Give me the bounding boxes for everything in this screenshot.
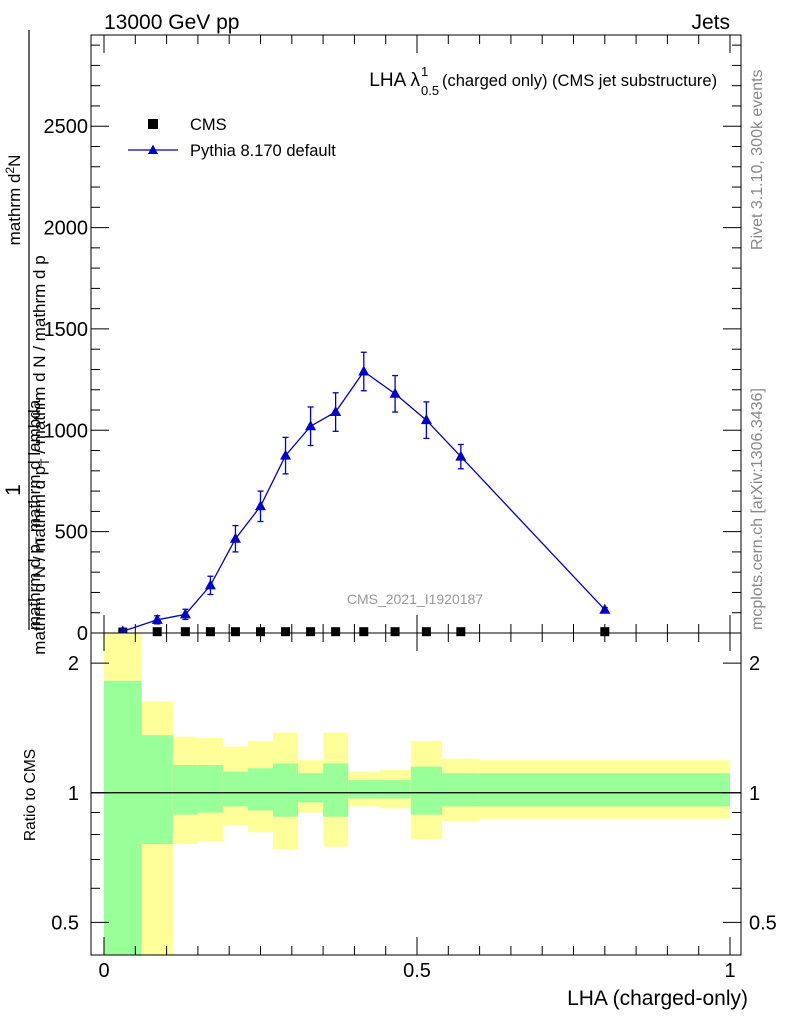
legend-cms-label: CMS (190, 116, 227, 134)
main-y-tick-label: 500 (55, 522, 88, 544)
ratio-uncertainty-bands (104, 633, 730, 955)
mcplots-label: mcplots.cern.ch [arXiv:1306.3436] (749, 388, 766, 630)
cms-data-point (456, 627, 466, 637)
cms-data-point (359, 627, 369, 637)
header-category-label: Jets (691, 11, 730, 34)
cms-data-point (230, 627, 240, 637)
ratio-green-band (222, 771, 248, 807)
ratio-y-tick-label-right: 0.5 (749, 912, 777, 934)
cms-data-point (256, 627, 265, 637)
analysis-id-watermark: CMS_2021_I1920187 (347, 591, 483, 607)
pythia-data-point (599, 603, 611, 614)
ratio-green-band (479, 773, 730, 807)
main-y-tick-label: 2000 (44, 218, 89, 240)
main-y-tick-label: 0 (77, 623, 88, 645)
pythia-data-point (358, 365, 370, 376)
plot-title-rest: (charged only) (CMS jet substructure) (442, 72, 717, 90)
pythia-data-point (330, 406, 342, 417)
pythia-data-point (280, 449, 292, 460)
ratio-x-ticks: 0 0.5 1 (98, 633, 736, 982)
ylabel-main-denominator: mathrm d pT mathrm d lambda (25, 399, 47, 630)
ylabel-main-numerator: mathrm d2N (3, 155, 24, 246)
main-y-ticks: 0 500 1000 1500 2000 2500 (44, 44, 741, 645)
ratio-green-band (442, 773, 480, 807)
main-y-tick-label: 2500 (44, 116, 89, 138)
legend-cms-marker (148, 119, 158, 129)
pythia-data-point (229, 532, 241, 543)
ylabel-denominator: mathrm d N / mathrm d pT / mathrm d N / … (30, 255, 52, 654)
ratio-green-band (379, 780, 411, 799)
ratio-plot-frame (90, 632, 742, 956)
ratio-green-band (298, 773, 324, 803)
ratio-plot-panel: 0.5 0.51 12 2 0 0.5 1 (51, 632, 777, 982)
ratio-y-tick-label-left: 1 (68, 783, 79, 805)
header-energy-label: 13000 GeV pp (104, 11, 239, 34)
cms-data-point (180, 627, 190, 637)
ratio-green-band (273, 763, 299, 817)
ratio-y-axis-label: Ratio to CMS (22, 749, 39, 841)
pythia-data-point (204, 579, 216, 590)
ylabel-top: 1 (2, 484, 25, 496)
x-axis-label: LHA (charged-only) (567, 987, 748, 1010)
ratio-green-band (172, 765, 198, 815)
ratio-y-tick-label-left: 2 (68, 653, 79, 675)
plot-title-superscript: 1 (421, 64, 428, 79)
main-plot-panel: 0 500 1000 1500 2000 2500 LHA λ 1 0.5 (charge… (44, 34, 742, 645)
x-tick-label: 0 (98, 960, 109, 982)
main-y-tick-label: 1000 (44, 420, 89, 442)
pythia-data-point (420, 414, 432, 425)
main-y-tick-label: 1500 (44, 319, 89, 341)
pythia-data-point (151, 613, 163, 624)
ratio-green-band (410, 766, 443, 815)
ratio-green-band (141, 735, 173, 845)
plot-title: LHA λ (369, 70, 420, 91)
legend-pythia-label: Pythia 8.170 default (190, 142, 336, 160)
ratio-y-tick-label-right: 1 (749, 783, 760, 805)
legend-pythia-marker (148, 144, 158, 154)
pythia-data-point (255, 500, 266, 511)
pythia-data-point (389, 387, 401, 398)
x-tick-label: 0.5 (403, 960, 431, 982)
pythia-data-point (455, 450, 467, 461)
pythia-data-point (179, 608, 191, 619)
x-tick-label: 1 (724, 960, 735, 982)
ratio-y-ticks: 0.5 0.5 1 1 2 2 (51, 653, 777, 934)
ratio-green-band (348, 780, 380, 799)
ratio-green-band (104, 680, 142, 955)
pythia-series-line (122, 370, 606, 633)
cms-data-point (331, 627, 341, 637)
main-x-ticks (103, 35, 731, 633)
cms-data-point (306, 627, 316, 637)
cms-data-point (281, 627, 291, 637)
ratio-green-band (247, 768, 274, 811)
rivet-version-label: Rivet 3.1.10, 300k events (749, 69, 766, 250)
main-y-axis-label: 1 mathrm d N / mathrm d pT / mathrm d N … (2, 30, 52, 655)
pythia-data-point (305, 420, 317, 431)
cms-data-point (421, 627, 431, 637)
main-plot-frame (90, 34, 742, 634)
ratio-y-tick-label-left: 0.5 (51, 912, 79, 934)
ratio-green-band (197, 765, 223, 813)
cms-data-point (152, 627, 162, 637)
ratio-green-band (323, 763, 349, 817)
cms-data-point (600, 627, 610, 637)
legend: CMS Pythia 8.170 default (128, 116, 336, 160)
cms-data-point (205, 627, 215, 637)
cms-data-point (390, 627, 400, 637)
ratio-y-tick-label-right: 2 (749, 653, 760, 675)
main-series-layer (117, 351, 611, 637)
plot-title-subscript: 0.5 (421, 83, 439, 98)
